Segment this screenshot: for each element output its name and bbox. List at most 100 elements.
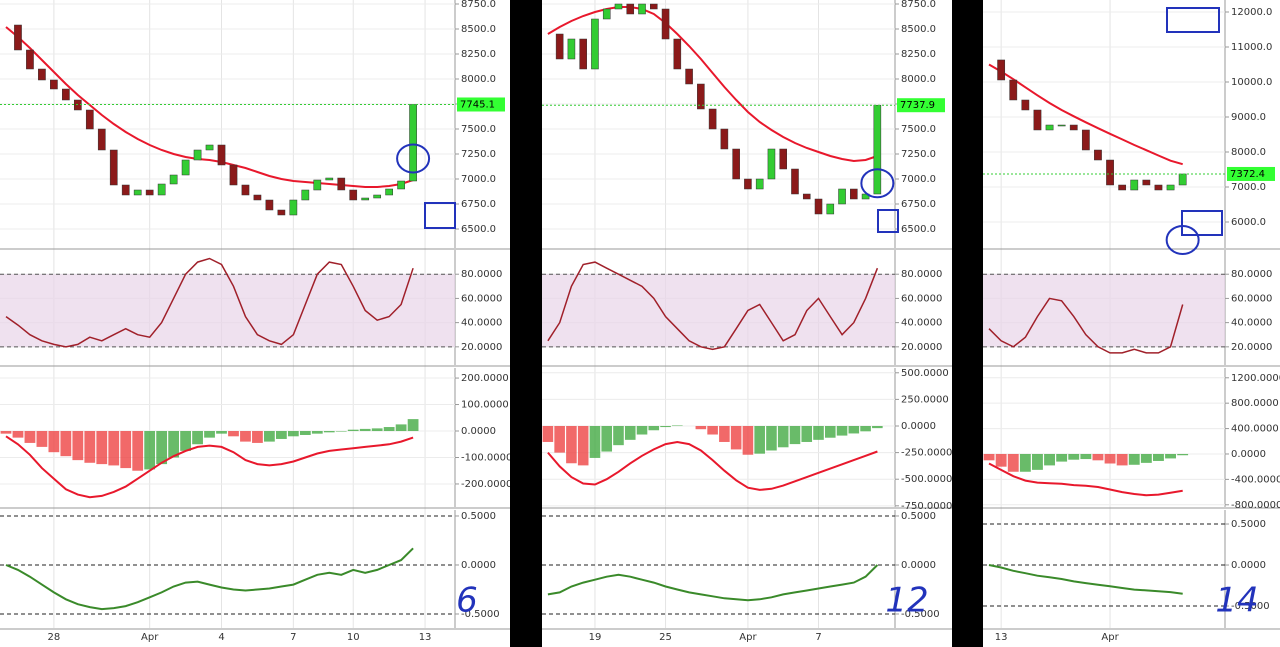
- y-tick-label: 8000.0: [1231, 147, 1266, 158]
- y-tick-label: 0.0000: [901, 560, 936, 571]
- candle: [873, 104, 882, 195]
- stochastic-band: [983, 274, 1225, 347]
- y-tick-label: -400.0000: [1231, 474, 1280, 485]
- candle: [1142, 179, 1151, 186]
- candle: [229, 164, 238, 186]
- price-label: 7737.9: [900, 100, 935, 111]
- macd-bar: [742, 426, 754, 455]
- macd-bar: [359, 428, 371, 432]
- ma-line: [5, 26, 414, 188]
- y-tick-label: 0.5000: [901, 511, 936, 522]
- candle: [157, 183, 166, 196]
- candle: [289, 199, 298, 216]
- y-tick-label: 8500.0: [461, 24, 496, 35]
- macd-bar: [335, 431, 347, 432]
- oscillator-line: [5, 547, 414, 611]
- macd-bar: [1068, 453, 1080, 460]
- y-tick-label: 6500.0: [901, 224, 936, 235]
- macd-bar: [589, 426, 601, 458]
- macd-bar: [407, 419, 419, 432]
- candle: [14, 24, 22, 51]
- y-tick-label: 7000.0: [1231, 182, 1266, 193]
- annotation: 6: [456, 581, 478, 621]
- x-tick-label: Apr: [141, 632, 159, 643]
- macd-bar: [789, 426, 801, 445]
- y-tick-label: 6500.0: [461, 224, 496, 235]
- candle: [265, 199, 274, 211]
- y-tick-label: 7500.0: [461, 124, 496, 135]
- macd-bar: [84, 431, 96, 463]
- candle: [385, 188, 393, 196]
- candle: [241, 184, 250, 196]
- candle: [62, 88, 70, 101]
- y-tick-label: 400.0000: [1231, 424, 1279, 435]
- macd-bar: [48, 431, 60, 453]
- y-tick-label: 8750.0: [901, 0, 936, 10]
- macd-bar: [624, 426, 636, 440]
- macd-bar: [860, 426, 871, 432]
- macd-line: [5, 435, 414, 499]
- candle: [193, 149, 202, 161]
- y-tick-label: 60.0000: [901, 293, 942, 304]
- y-tick-label: 7500.0: [901, 124, 936, 135]
- stochastic-band: [0, 274, 455, 347]
- y-tick-label: 100.0000: [461, 400, 509, 411]
- macd-bar: [566, 426, 577, 464]
- candle: [253, 194, 262, 201]
- chart-column: 28 Apr 4 7 10 13 6500.0 6750.0 7000.0 7250.0 7500.…: [0, 0, 510, 647]
- macd-bar: [613, 426, 624, 446]
- x-tick-label: 10: [347, 632, 360, 643]
- stochastic-line: [5, 257, 414, 348]
- candle: [97, 128, 106, 151]
- y-tick-label: 20.0000: [461, 342, 502, 353]
- candle: [38, 68, 46, 81]
- candle: [850, 188, 858, 200]
- x-tick-label: 13: [419, 632, 432, 643]
- macd-bar: [1007, 453, 1019, 472]
- macd-bar: [12, 431, 24, 438]
- macd-bar: [156, 431, 168, 465]
- macd-bar: [144, 431, 156, 470]
- macd-bar: [660, 426, 671, 428]
- candle: [579, 38, 587, 70]
- y-tick-label: 80.0000: [461, 269, 502, 280]
- price-label: 7372.4: [1230, 169, 1265, 180]
- macd-bar: [813, 426, 824, 440]
- macd-bar: [132, 431, 144, 471]
- y-tick-label: 40.0000: [1231, 318, 1272, 329]
- macd-bar: [1056, 453, 1068, 462]
- candle: [1094, 149, 1102, 161]
- oscillator-line: [547, 564, 879, 602]
- candle: [814, 198, 823, 215]
- y-tick-label: 800.0000: [1231, 398, 1279, 409]
- annotation: 14: [1215, 581, 1258, 621]
- candle: [325, 177, 334, 181]
- macd-bar: [1044, 453, 1055, 466]
- macd-bar: [252, 431, 263, 443]
- ma-line: [988, 63, 1183, 166]
- y-tick-label: 6750.0: [901, 199, 936, 210]
- stochastic-line: [547, 261, 879, 351]
- macd-bar: [216, 431, 227, 434]
- chart-column: 13 Apr 6000.0 7000.0 8000.0 9000.0 10000.0 1100…: [983, 0, 1280, 647]
- candle: [614, 3, 623, 10]
- candle: [1154, 184, 1163, 191]
- candle: [744, 178, 752, 190]
- candle: [567, 38, 576, 60]
- price-label-bg: [897, 98, 945, 113]
- macd-bar: [347, 429, 359, 432]
- macd-bar: [192, 431, 203, 445]
- price-label: 7745.1: [460, 99, 495, 110]
- macd-bar: [1092, 453, 1104, 461]
- candle: [626, 3, 635, 15]
- y-tick-label: 200.0000: [461, 373, 509, 384]
- annotation: 12: [885, 581, 928, 621]
- macd-bar: [383, 427, 395, 432]
- y-tick-label: 40.0000: [461, 318, 502, 329]
- candle: [673, 38, 682, 70]
- macd-bar: [228, 431, 239, 437]
- y-tick-label: -0.5000: [461, 609, 500, 620]
- macd-bar: [24, 431, 36, 443]
- macd-bar: [754, 426, 765, 454]
